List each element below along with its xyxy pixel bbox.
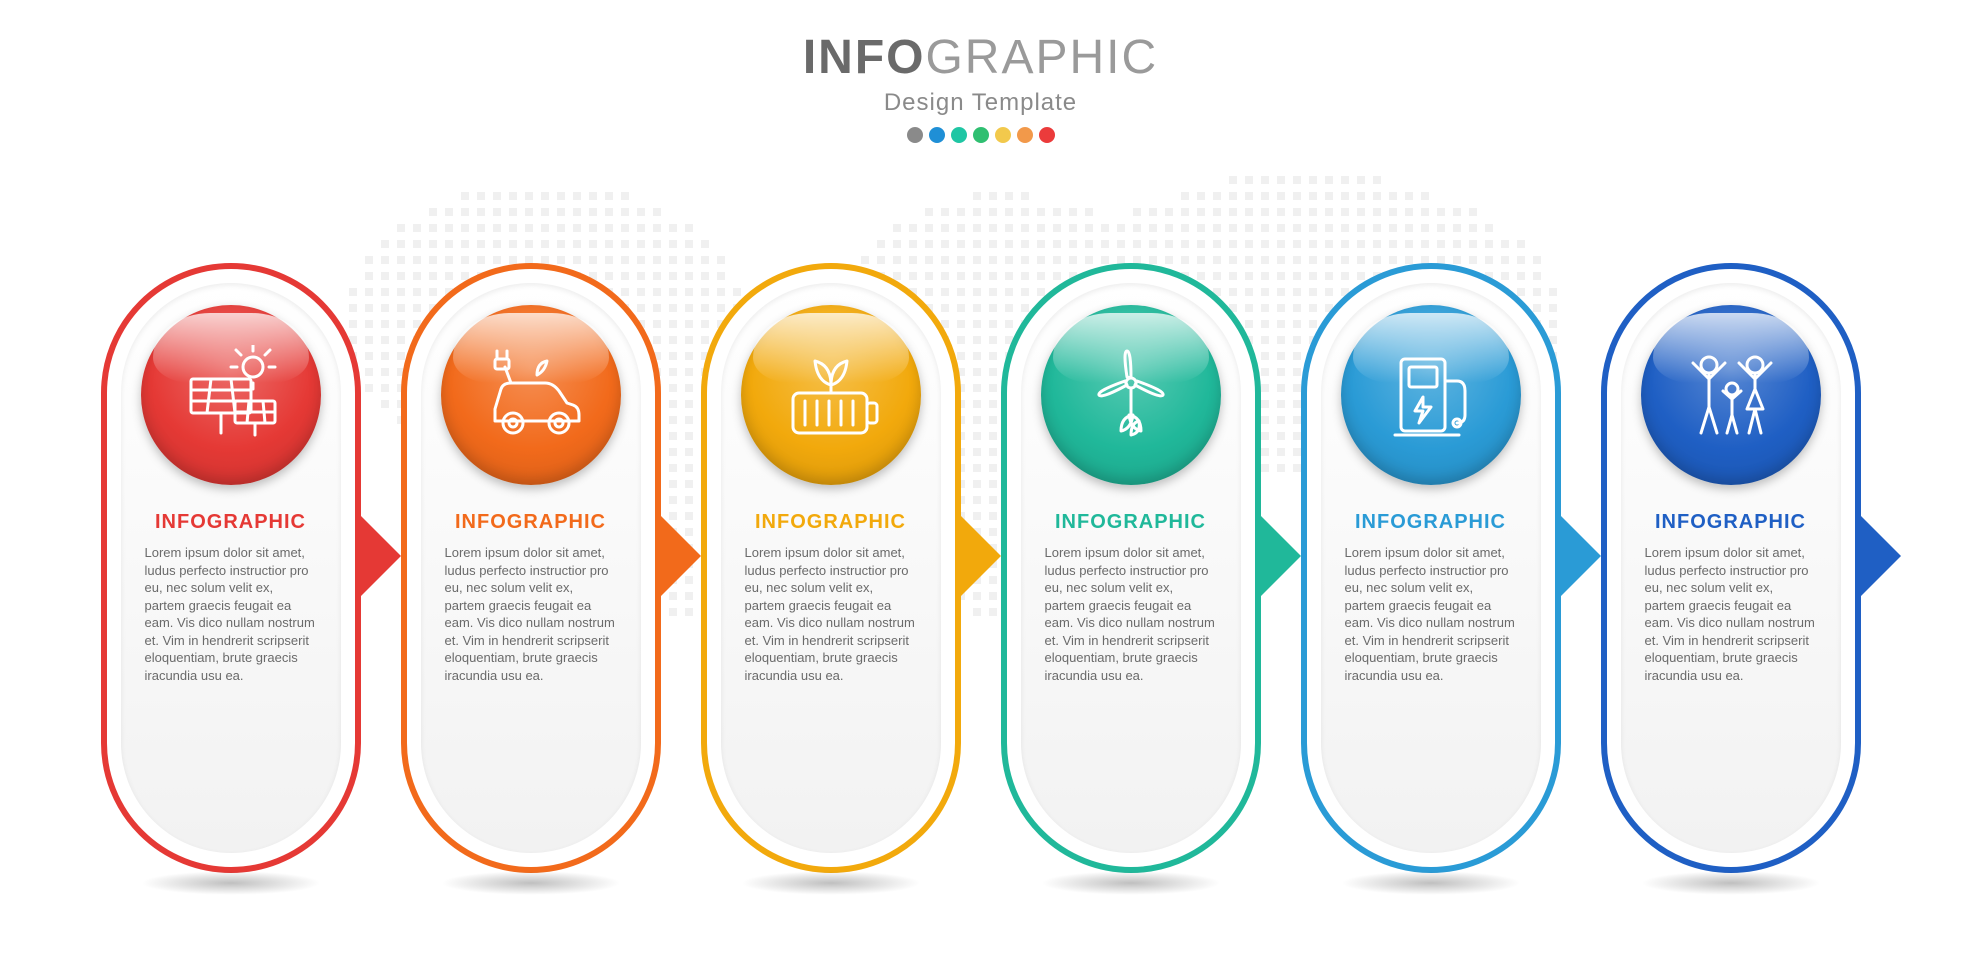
wind-turbine-icon [1041, 305, 1221, 485]
card-body-text: Lorem ipsum dolor sit amet, ludus perfec… [1345, 544, 1517, 684]
card-inner: INFOGRAPHIC Lorem ipsum dolor sit amet, l… [721, 283, 941, 853]
arrow-icon [1561, 516, 1601, 596]
card-shadow [741, 871, 921, 895]
arrow-icon [961, 516, 1001, 596]
title-bold: INFO [803, 31, 926, 84]
header: INFOGRAPHIC Design Template [0, 0, 1961, 143]
card-pill: INFOGRAPHIC Lorem ipsum dolor sit amet, l… [1001, 263, 1261, 873]
infographic-card: INFOGRAPHIC Lorem ipsum dolor sit amet, l… [1601, 263, 1861, 873]
fuel-pump-icon [1341, 305, 1521, 485]
ev-car-icon [441, 305, 621, 485]
card-pill: INFOGRAPHIC Lorem ipsum dolor sit amet, l… [1301, 263, 1561, 873]
card-pill: INFOGRAPHIC Lorem ipsum dolor sit amet, l… [1601, 263, 1861, 873]
card-pill: INFOGRAPHIC Lorem ipsum dolor sit amet, l… [401, 263, 661, 873]
arrow-icon [661, 516, 701, 596]
card-pill: INFOGRAPHIC Lorem ipsum dolor sit amet, l… [101, 263, 361, 873]
family-icon [1641, 305, 1821, 485]
infographic-card: INFOGRAPHIC Lorem ipsum dolor sit amet, l… [401, 263, 661, 873]
solar-icon [141, 305, 321, 485]
arrow-icon [1861, 516, 1901, 596]
title-light: GRAPHIC [925, 31, 1158, 84]
card-body-text: Lorem ipsum dolor sit amet, ludus perfec… [1045, 544, 1217, 684]
cards-row: INFOGRAPHIC Lorem ipsum dolor sit amet, l… [0, 263, 1961, 873]
subtitle: Design Template [0, 89, 1961, 117]
card-title: INFOGRAPHIC [1355, 511, 1506, 534]
card-pill: INFOGRAPHIC Lorem ipsum dolor sit amet, l… [701, 263, 961, 873]
arrow-icon [1261, 516, 1301, 596]
card-title: INFOGRAPHIC [155, 511, 306, 534]
card-body-text: Lorem ipsum dolor sit amet, ludus perfec… [745, 544, 917, 684]
infographic-card: INFOGRAPHIC Lorem ipsum dolor sit amet, l… [1301, 263, 1561, 873]
card-inner: INFOGRAPHIC Lorem ipsum dolor sit amet, l… [121, 283, 341, 853]
card-shadow [1041, 871, 1221, 895]
card-title: INFOGRAPHIC [1055, 511, 1206, 534]
page-title: INFOGRAPHIC [0, 30, 1961, 85]
card-inner: INFOGRAPHIC Lorem ipsum dolor sit amet, l… [1321, 283, 1541, 853]
card-body-text: Lorem ipsum dolor sit amet, ludus perfec… [145, 544, 317, 684]
arrow-icon [361, 516, 401, 596]
card-inner: INFOGRAPHIC Lorem ipsum dolor sit amet, l… [421, 283, 641, 853]
battery-leaf-icon [741, 305, 921, 485]
card-shadow [441, 871, 621, 895]
card-title: INFOGRAPHIC [1655, 511, 1806, 534]
card-title: INFOGRAPHIC [455, 511, 606, 534]
infographic-card: INFOGRAPHIC Lorem ipsum dolor sit amet, l… [101, 263, 361, 873]
card-inner: INFOGRAPHIC Lorem ipsum dolor sit amet, l… [1021, 283, 1241, 853]
infographic-card: INFOGRAPHIC Lorem ipsum dolor sit amet, l… [701, 263, 961, 873]
infographic-card: INFOGRAPHIC Lorem ipsum dolor sit amet, l… [1001, 263, 1261, 873]
card-shadow [141, 871, 321, 895]
card-body-text: Lorem ipsum dolor sit amet, ludus perfec… [1645, 544, 1817, 684]
card-shadow [1641, 871, 1821, 895]
card-title: INFOGRAPHIC [755, 511, 906, 534]
card-inner: INFOGRAPHIC Lorem ipsum dolor sit amet, l… [1621, 283, 1841, 853]
card-body-text: Lorem ipsum dolor sit amet, ludus perfec… [445, 544, 617, 684]
card-shadow [1341, 871, 1521, 895]
